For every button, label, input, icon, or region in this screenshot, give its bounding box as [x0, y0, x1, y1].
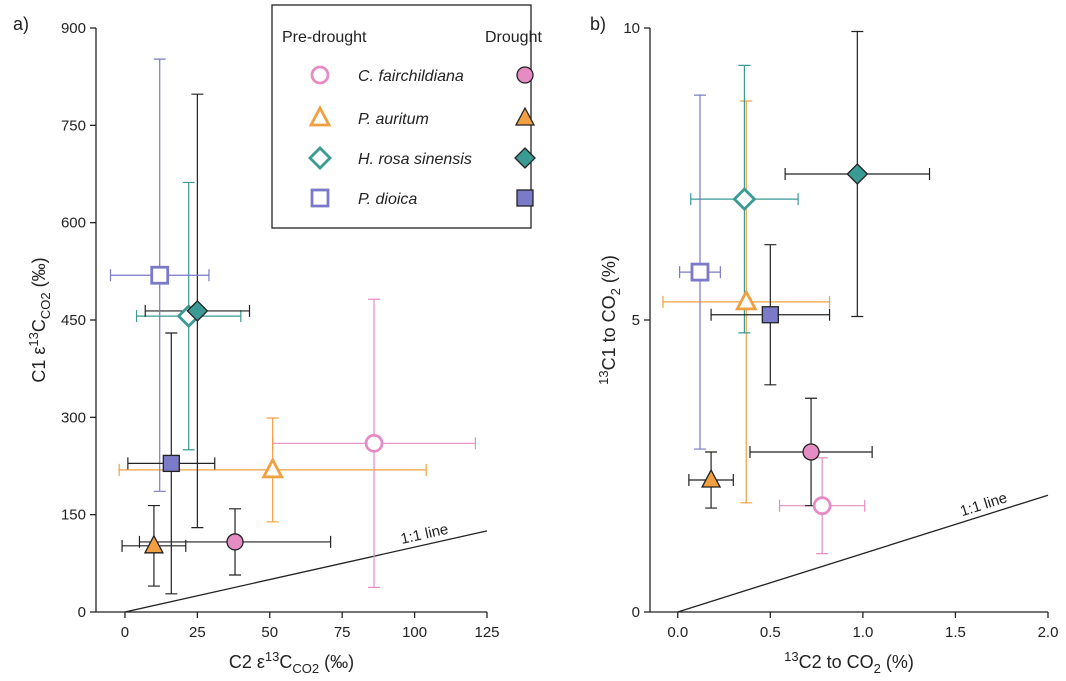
marker — [150, 265, 170, 285]
y-tick-label: 600 — [61, 215, 86, 232]
x-tick-label: 0.5 — [760, 624, 781, 641]
panel-label: a) — [13, 14, 29, 34]
label-part: 13 — [784, 649, 798, 664]
x-tick-label: 50 — [261, 624, 278, 641]
y-tick-label: 750 — [61, 117, 86, 134]
label-part: C — [279, 652, 292, 672]
marker — [310, 65, 330, 85]
label-part: C — [29, 319, 49, 332]
y-tick-label: 0 — [78, 604, 86, 621]
marker — [732, 187, 757, 212]
legend-label: P. dioica — [358, 191, 417, 208]
marker — [802, 443, 820, 461]
marker — [364, 433, 384, 453]
axis-label: C1 ε13CCO2 (‰) — [26, 257, 53, 382]
reference-line-label: 1:1 line — [399, 521, 450, 548]
label-part: 2 — [608, 288, 623, 295]
marker — [226, 533, 244, 551]
x-tick-label: 75 — [334, 624, 351, 641]
label-part: (%) — [881, 652, 914, 672]
axis-label: 13C1 to CO2 (%) — [596, 255, 623, 385]
axis-label: 13C2 to CO2 (%) — [784, 649, 914, 676]
x-tick-label: 125 — [474, 624, 499, 641]
x-tick-label: 0 — [121, 624, 129, 641]
marker — [761, 306, 779, 324]
panel-label: b) — [590, 14, 606, 34]
label-part: C2 to CO — [799, 652, 874, 672]
reference-line — [124, 530, 488, 613]
label-part: (‰) — [319, 652, 354, 672]
reference-line — [677, 494, 1049, 613]
axis-label: C2 ε13CCO2 (‰) — [229, 649, 354, 676]
x-tick-label: 2.0 — [1038, 624, 1059, 641]
y-tick-label: 5 — [632, 312, 640, 329]
marker — [701, 468, 722, 488]
marker — [162, 454, 180, 473]
label-part: C1 to CO — [599, 295, 619, 370]
y-tick-label: 150 — [61, 507, 86, 524]
y-tick-label: 10 — [623, 20, 640, 37]
marker — [846, 163, 869, 185]
legend-label: P. auritum — [358, 111, 429, 128]
x-tick-label: 1.5 — [945, 624, 966, 641]
x-tick-label: 100 — [402, 624, 427, 641]
marker — [308, 146, 332, 170]
marker — [516, 66, 534, 84]
marker — [310, 188, 330, 208]
marker — [690, 262, 710, 282]
y-tick-label: 450 — [61, 312, 86, 329]
label-part: C1 ε — [29, 347, 49, 383]
marker — [734, 288, 758, 311]
x-tick-label: 25 — [189, 624, 206, 641]
legend-label: H. rosa sinensis — [358, 151, 472, 168]
marker — [514, 106, 536, 126]
label-part: C2 ε — [229, 652, 265, 672]
label-part: (‰) — [29, 257, 49, 292]
y-tick-label: 900 — [61, 20, 86, 37]
label-part: (%) — [599, 255, 619, 288]
legend-label: C. fairchildiana — [358, 68, 464, 85]
marker — [514, 147, 536, 169]
marker — [143, 534, 165, 554]
label-part: CO2 — [292, 661, 319, 676]
marker — [186, 299, 209, 322]
y-tick-label: 0 — [632, 604, 640, 621]
label-part: 13 — [26, 332, 41, 346]
legend-header: Pre-drought — [282, 29, 367, 46]
label-part: 13 — [596, 370, 611, 384]
marker — [812, 496, 832, 516]
x-tick-label: 1.0 — [852, 624, 873, 641]
label-part: 13 — [265, 649, 279, 664]
legend-header: Drought — [485, 29, 542, 46]
label-part: CO2 — [38, 292, 53, 319]
x-tick-label: 0.0 — [667, 624, 688, 641]
marker — [261, 456, 284, 479]
y-tick-label: 300 — [61, 409, 86, 426]
marker — [308, 105, 332, 127]
label-part: 2 — [874, 661, 881, 676]
marker — [516, 189, 534, 207]
